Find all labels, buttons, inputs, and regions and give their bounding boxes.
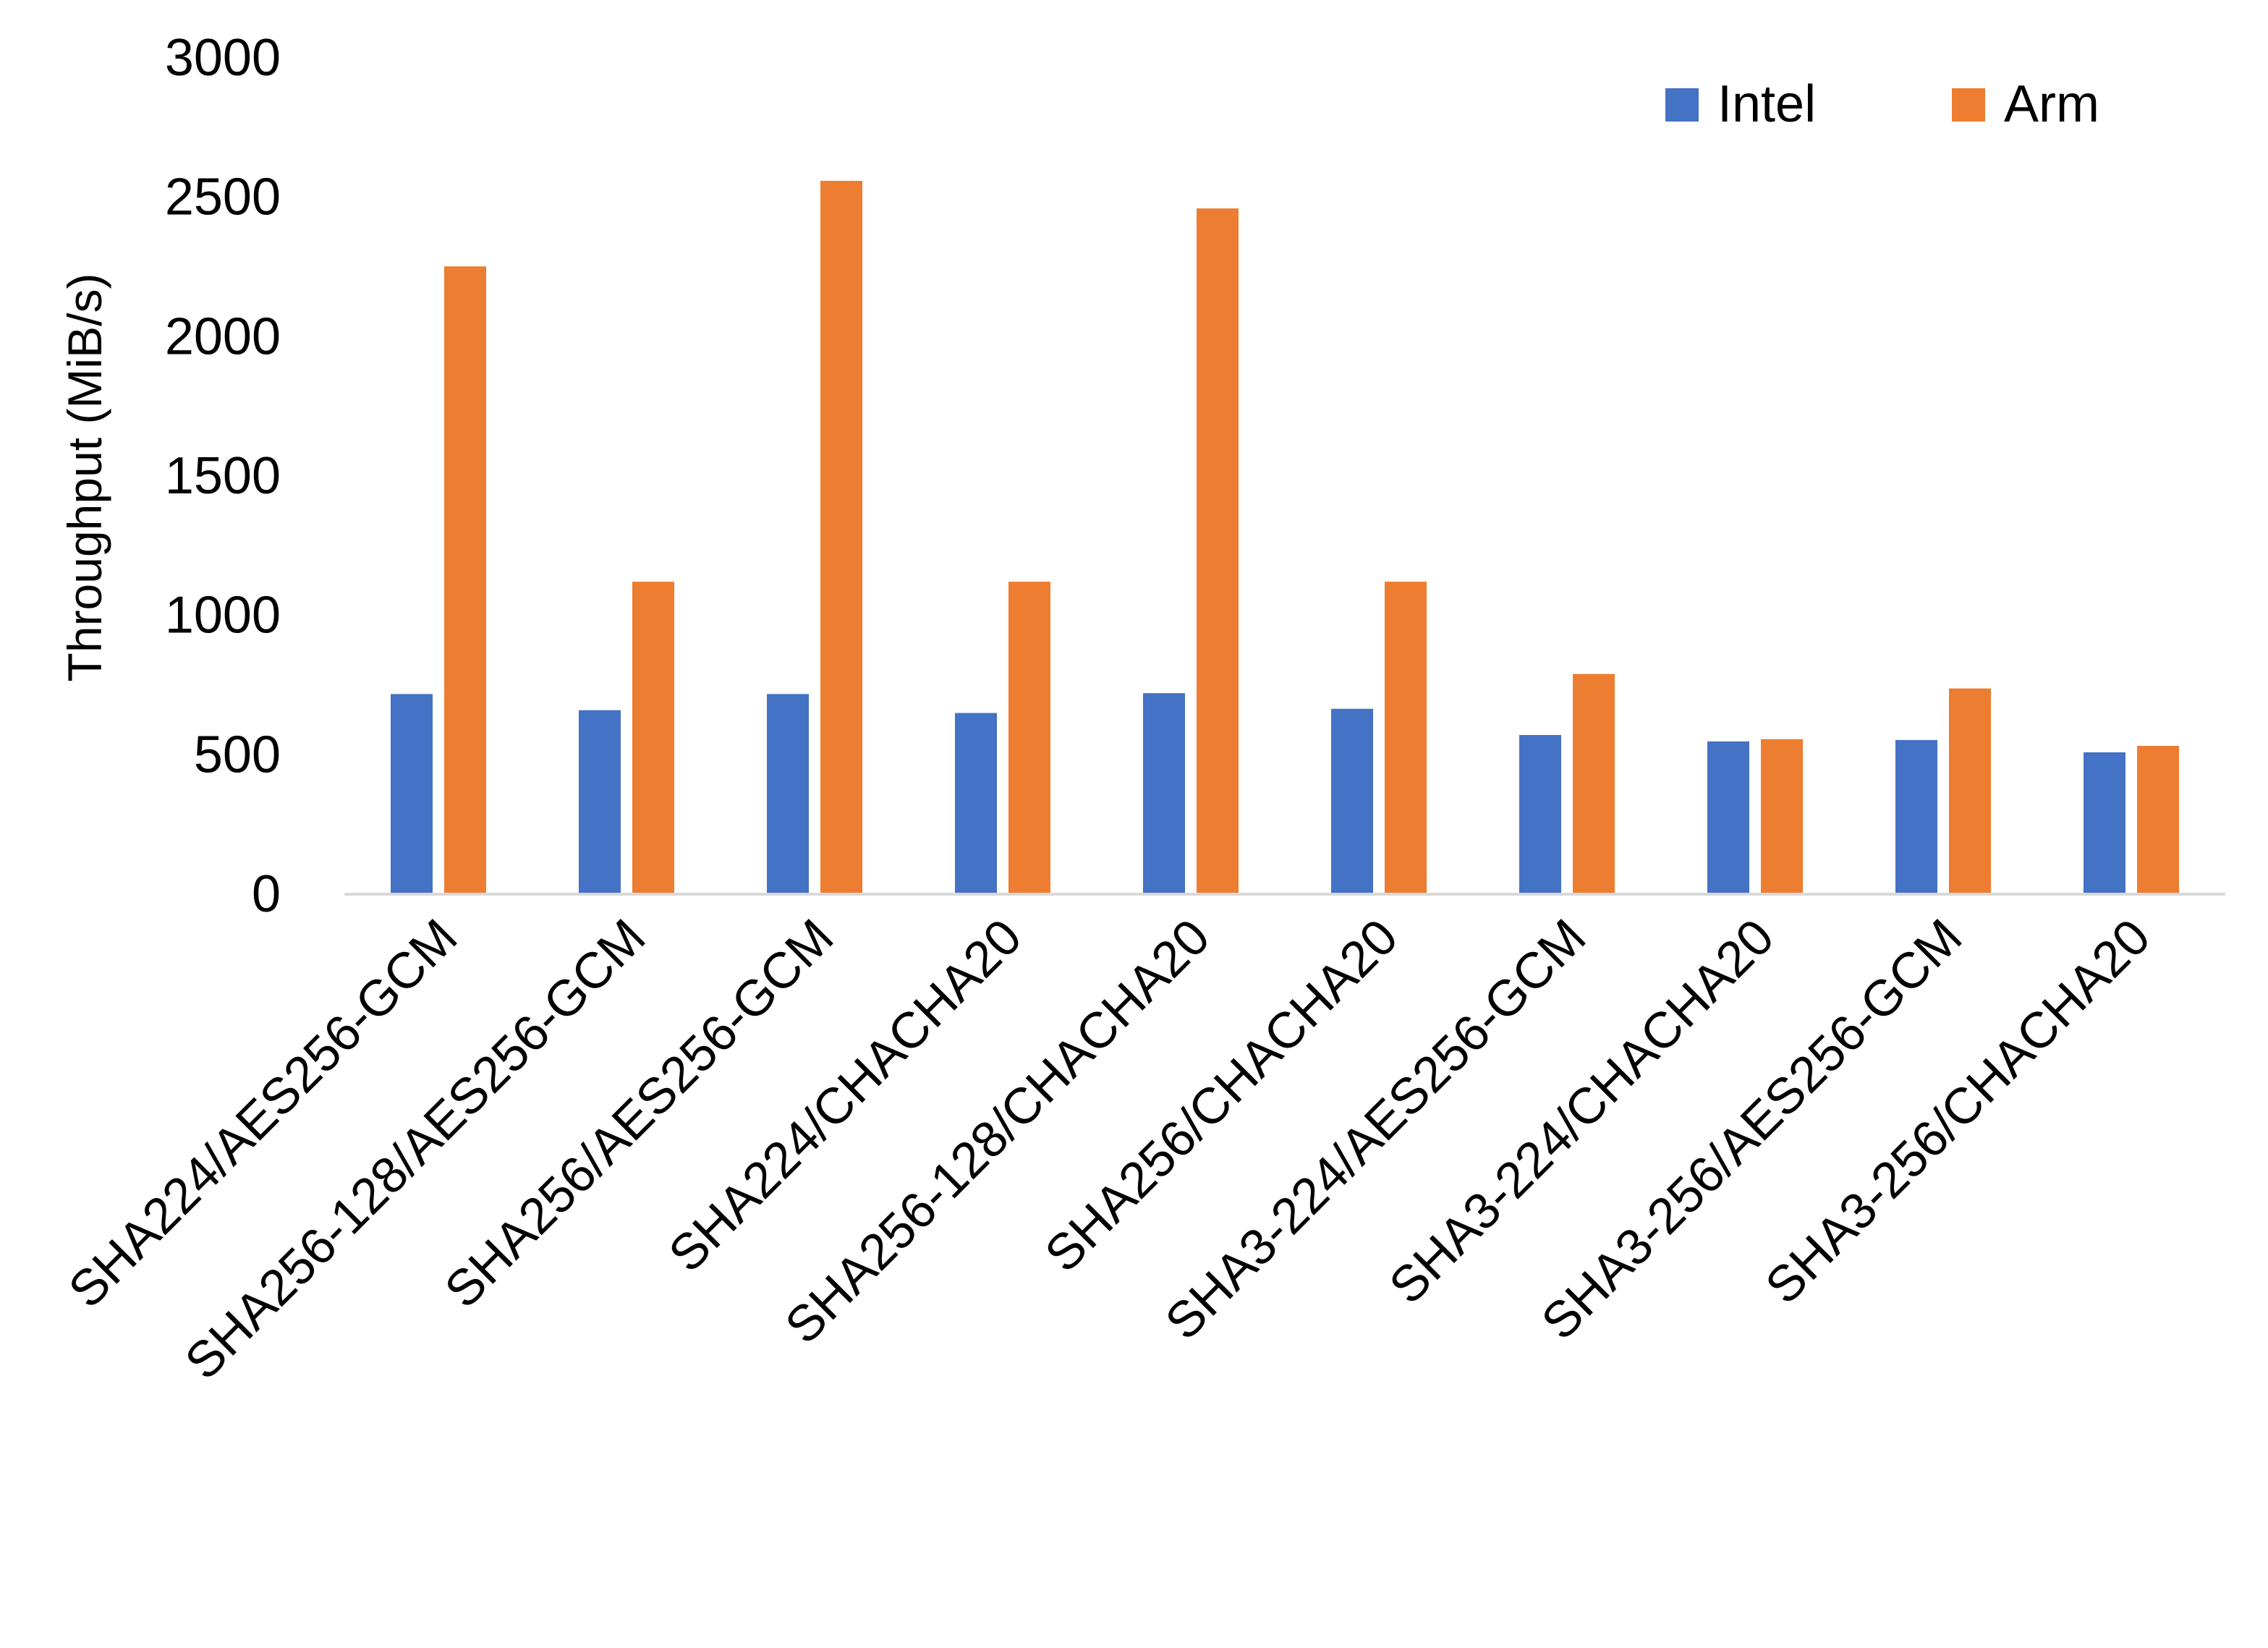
bar-intel-7 xyxy=(1707,741,1749,894)
bar-arm-8 xyxy=(1949,688,1991,894)
y-tick-label: 0 xyxy=(252,865,281,923)
bar-arm-0 xyxy=(444,266,486,894)
bar-arm-3 xyxy=(1008,582,1050,894)
bars-layer xyxy=(391,180,2179,895)
x-tick-label: SHA3-224/CHACHA20 xyxy=(1378,908,1784,1314)
x-tick-label: SHA256/CHACHA20 xyxy=(1034,908,1408,1282)
legend-label-intel: Intel xyxy=(1717,75,1816,133)
bar-intel-2 xyxy=(767,694,809,894)
bar-arm-4 xyxy=(1197,208,1239,895)
legend-swatch-intel xyxy=(1665,88,1699,122)
x-tick-label: SHA3-256/CHACHA20 xyxy=(1754,908,2160,1314)
y-tick-label: 3000 xyxy=(165,29,281,87)
y-axis-label: Throughput (MiB/s) xyxy=(58,273,111,682)
bar-arm-1 xyxy=(632,582,674,894)
bar-intel-0 xyxy=(391,694,433,894)
y-tick-label: 1000 xyxy=(165,587,281,645)
bar-arm-7 xyxy=(1761,739,1803,894)
bar-intel-3 xyxy=(955,713,997,894)
x-tick-label: SHA224/AES256-GCM xyxy=(58,908,468,1318)
legend: Intel Arm xyxy=(1665,75,2099,133)
bar-intel-6 xyxy=(1519,734,1561,894)
bar-intel-9 xyxy=(2084,752,2125,894)
y-tick-label: 2000 xyxy=(165,307,281,365)
x-axis-ticks: SHA224/AES256-GCMSHA256-128/AES256-GCMSH… xyxy=(58,908,2161,1390)
bar-arm-9 xyxy=(2137,746,2179,894)
legend-label-arm: Arm xyxy=(2004,75,2099,133)
bar-intel-5 xyxy=(1331,708,1373,894)
bar-arm-2 xyxy=(820,180,862,894)
bar-arm-5 xyxy=(1385,582,1427,894)
y-tick-label: 2500 xyxy=(165,169,281,226)
y-axis-ticks: 0 500 1000 1500 2000 2500 3000 xyxy=(165,29,281,923)
x-tick-label: SHA224/CHACHA20 xyxy=(658,908,1032,1282)
bar-arm-6 xyxy=(1573,674,1615,894)
bar-intel-8 xyxy=(1895,739,1937,894)
x-tick-label: SHA256/AES256-GCM xyxy=(434,908,844,1318)
y-tick-label: 500 xyxy=(194,726,281,783)
bar-intel-1 xyxy=(579,710,621,894)
bar-intel-4 xyxy=(1143,693,1185,894)
y-tick-label: 1500 xyxy=(165,447,281,505)
legend-swatch-arm xyxy=(1952,88,1985,122)
